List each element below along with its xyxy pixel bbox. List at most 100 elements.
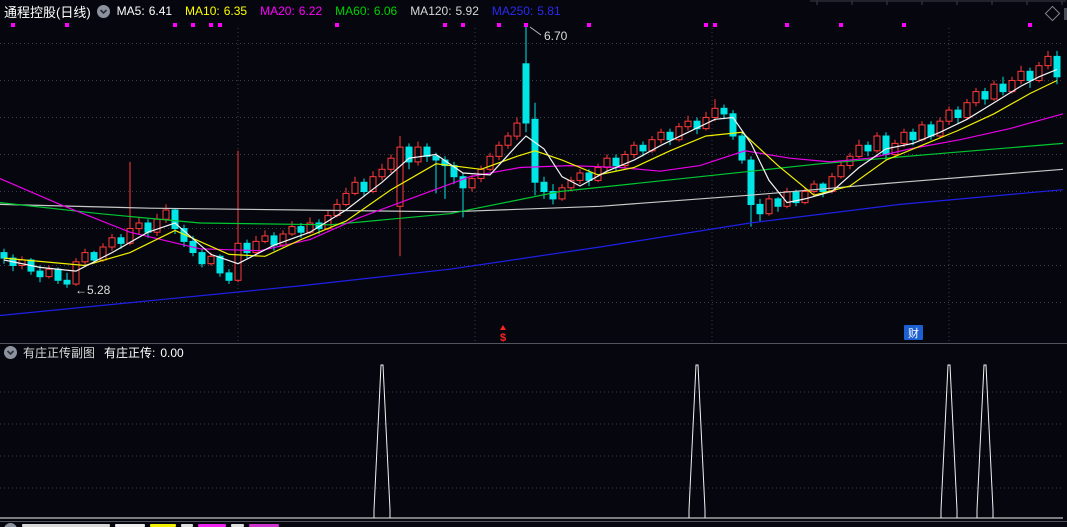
candle[interactable] xyxy=(819,183,827,193)
candle[interactable] xyxy=(630,144,638,156)
candle[interactable] xyxy=(558,187,566,200)
panel-divider-top[interactable] xyxy=(0,343,1067,344)
candle[interactable] xyxy=(1026,70,1034,81)
candle[interactable] xyxy=(0,252,8,259)
candle[interactable] xyxy=(162,209,170,220)
candle[interactable] xyxy=(468,178,476,189)
candle[interactable] xyxy=(54,268,62,281)
candle[interactable] xyxy=(927,124,935,137)
candle[interactable] xyxy=(288,226,296,235)
candle[interactable] xyxy=(225,272,233,281)
candle[interactable] xyxy=(612,157,620,167)
candle[interactable] xyxy=(459,176,467,189)
candle[interactable] xyxy=(603,157,611,168)
candle[interactable] xyxy=(891,142,899,156)
panel-divider-bottom[interactable] xyxy=(0,521,1067,522)
candle[interactable] xyxy=(909,131,917,141)
candle[interactable] xyxy=(738,135,746,161)
candle[interactable] xyxy=(198,252,206,265)
candle[interactable] xyxy=(882,135,890,155)
candle[interactable] xyxy=(171,209,179,229)
candle[interactable] xyxy=(36,270,44,278)
diamond-icon[interactable] xyxy=(1044,5,1061,22)
candle[interactable] xyxy=(666,131,674,141)
chevron-down-icon[interactable] xyxy=(96,4,110,18)
candle[interactable] xyxy=(117,237,125,244)
candle[interactable] xyxy=(972,91,980,104)
candle[interactable] xyxy=(405,146,413,163)
candle[interactable] xyxy=(387,157,395,170)
candle[interactable] xyxy=(621,154,629,167)
candle[interactable] xyxy=(990,83,998,100)
chevron-down-icon[interactable] xyxy=(4,346,17,359)
main-price-chart[interactable]: $ 财 6.70 ←5.28 xyxy=(0,20,1067,343)
candle[interactable] xyxy=(1017,70,1025,81)
candle[interactable] xyxy=(567,179,575,189)
candle[interactable] xyxy=(504,135,512,146)
candle[interactable] xyxy=(261,235,269,242)
candle[interactable] xyxy=(216,255,224,274)
candle[interactable] xyxy=(135,222,143,230)
candle[interactable] xyxy=(243,242,251,254)
candle[interactable] xyxy=(1035,65,1043,82)
candle[interactable] xyxy=(963,102,971,118)
candle[interactable] xyxy=(315,222,323,230)
candle[interactable] xyxy=(90,252,98,261)
candle[interactable] xyxy=(657,131,665,141)
candle[interactable] xyxy=(711,107,719,119)
candle[interactable] xyxy=(1053,55,1061,78)
candle[interactable] xyxy=(873,135,881,152)
candle[interactable] xyxy=(360,181,368,193)
candle[interactable] xyxy=(432,155,440,161)
candle[interactable] xyxy=(684,120,692,128)
candle[interactable] xyxy=(378,168,386,178)
candle[interactable] xyxy=(1044,55,1052,67)
candle[interactable] xyxy=(396,146,404,207)
candle[interactable] xyxy=(900,131,908,144)
candle[interactable] xyxy=(855,144,863,157)
candle[interactable] xyxy=(495,144,503,157)
candle[interactable] xyxy=(252,240,260,253)
candle[interactable] xyxy=(486,155,494,170)
candle[interactable] xyxy=(576,172,584,181)
candle[interactable] xyxy=(297,226,305,233)
candle[interactable] xyxy=(81,252,89,263)
candle[interactable] xyxy=(342,192,350,205)
candle[interactable] xyxy=(45,268,53,278)
candle[interactable] xyxy=(729,113,737,137)
candle[interactable] xyxy=(954,109,962,118)
candle[interactable] xyxy=(783,191,791,207)
candle[interactable] xyxy=(414,146,422,163)
candle[interactable] xyxy=(126,228,134,244)
candle[interactable] xyxy=(351,181,359,194)
candle[interactable] xyxy=(279,233,287,246)
candle[interactable] xyxy=(72,261,80,285)
candle[interactable] xyxy=(801,191,809,204)
candle[interactable] xyxy=(522,63,530,124)
candle[interactable] xyxy=(918,124,926,141)
dividend-marker[interactable]: $ xyxy=(500,332,506,343)
candle[interactable] xyxy=(756,203,764,215)
candle[interactable] xyxy=(270,235,278,246)
candle[interactable] xyxy=(549,191,557,200)
candle[interactable] xyxy=(675,126,683,141)
indicator-sub-chart[interactable] xyxy=(0,362,1067,521)
candle[interactable] xyxy=(720,107,728,115)
candle[interactable] xyxy=(108,237,116,248)
candle[interactable] xyxy=(144,222,152,233)
candle[interactable] xyxy=(981,91,989,100)
candle[interactable] xyxy=(945,109,953,122)
candle[interactable] xyxy=(837,165,845,178)
candle[interactable] xyxy=(999,83,1007,93)
candle[interactable] xyxy=(234,242,242,281)
candle[interactable] xyxy=(774,198,782,207)
candle[interactable] xyxy=(369,176,377,192)
report-badge[interactable] xyxy=(904,325,923,340)
candle[interactable] xyxy=(936,120,944,137)
candle[interactable] xyxy=(540,181,548,193)
candle[interactable] xyxy=(63,279,71,285)
candle[interactable] xyxy=(765,198,773,215)
candle[interactable] xyxy=(639,144,647,152)
candle[interactable] xyxy=(513,122,521,137)
candle[interactable] xyxy=(747,159,755,206)
